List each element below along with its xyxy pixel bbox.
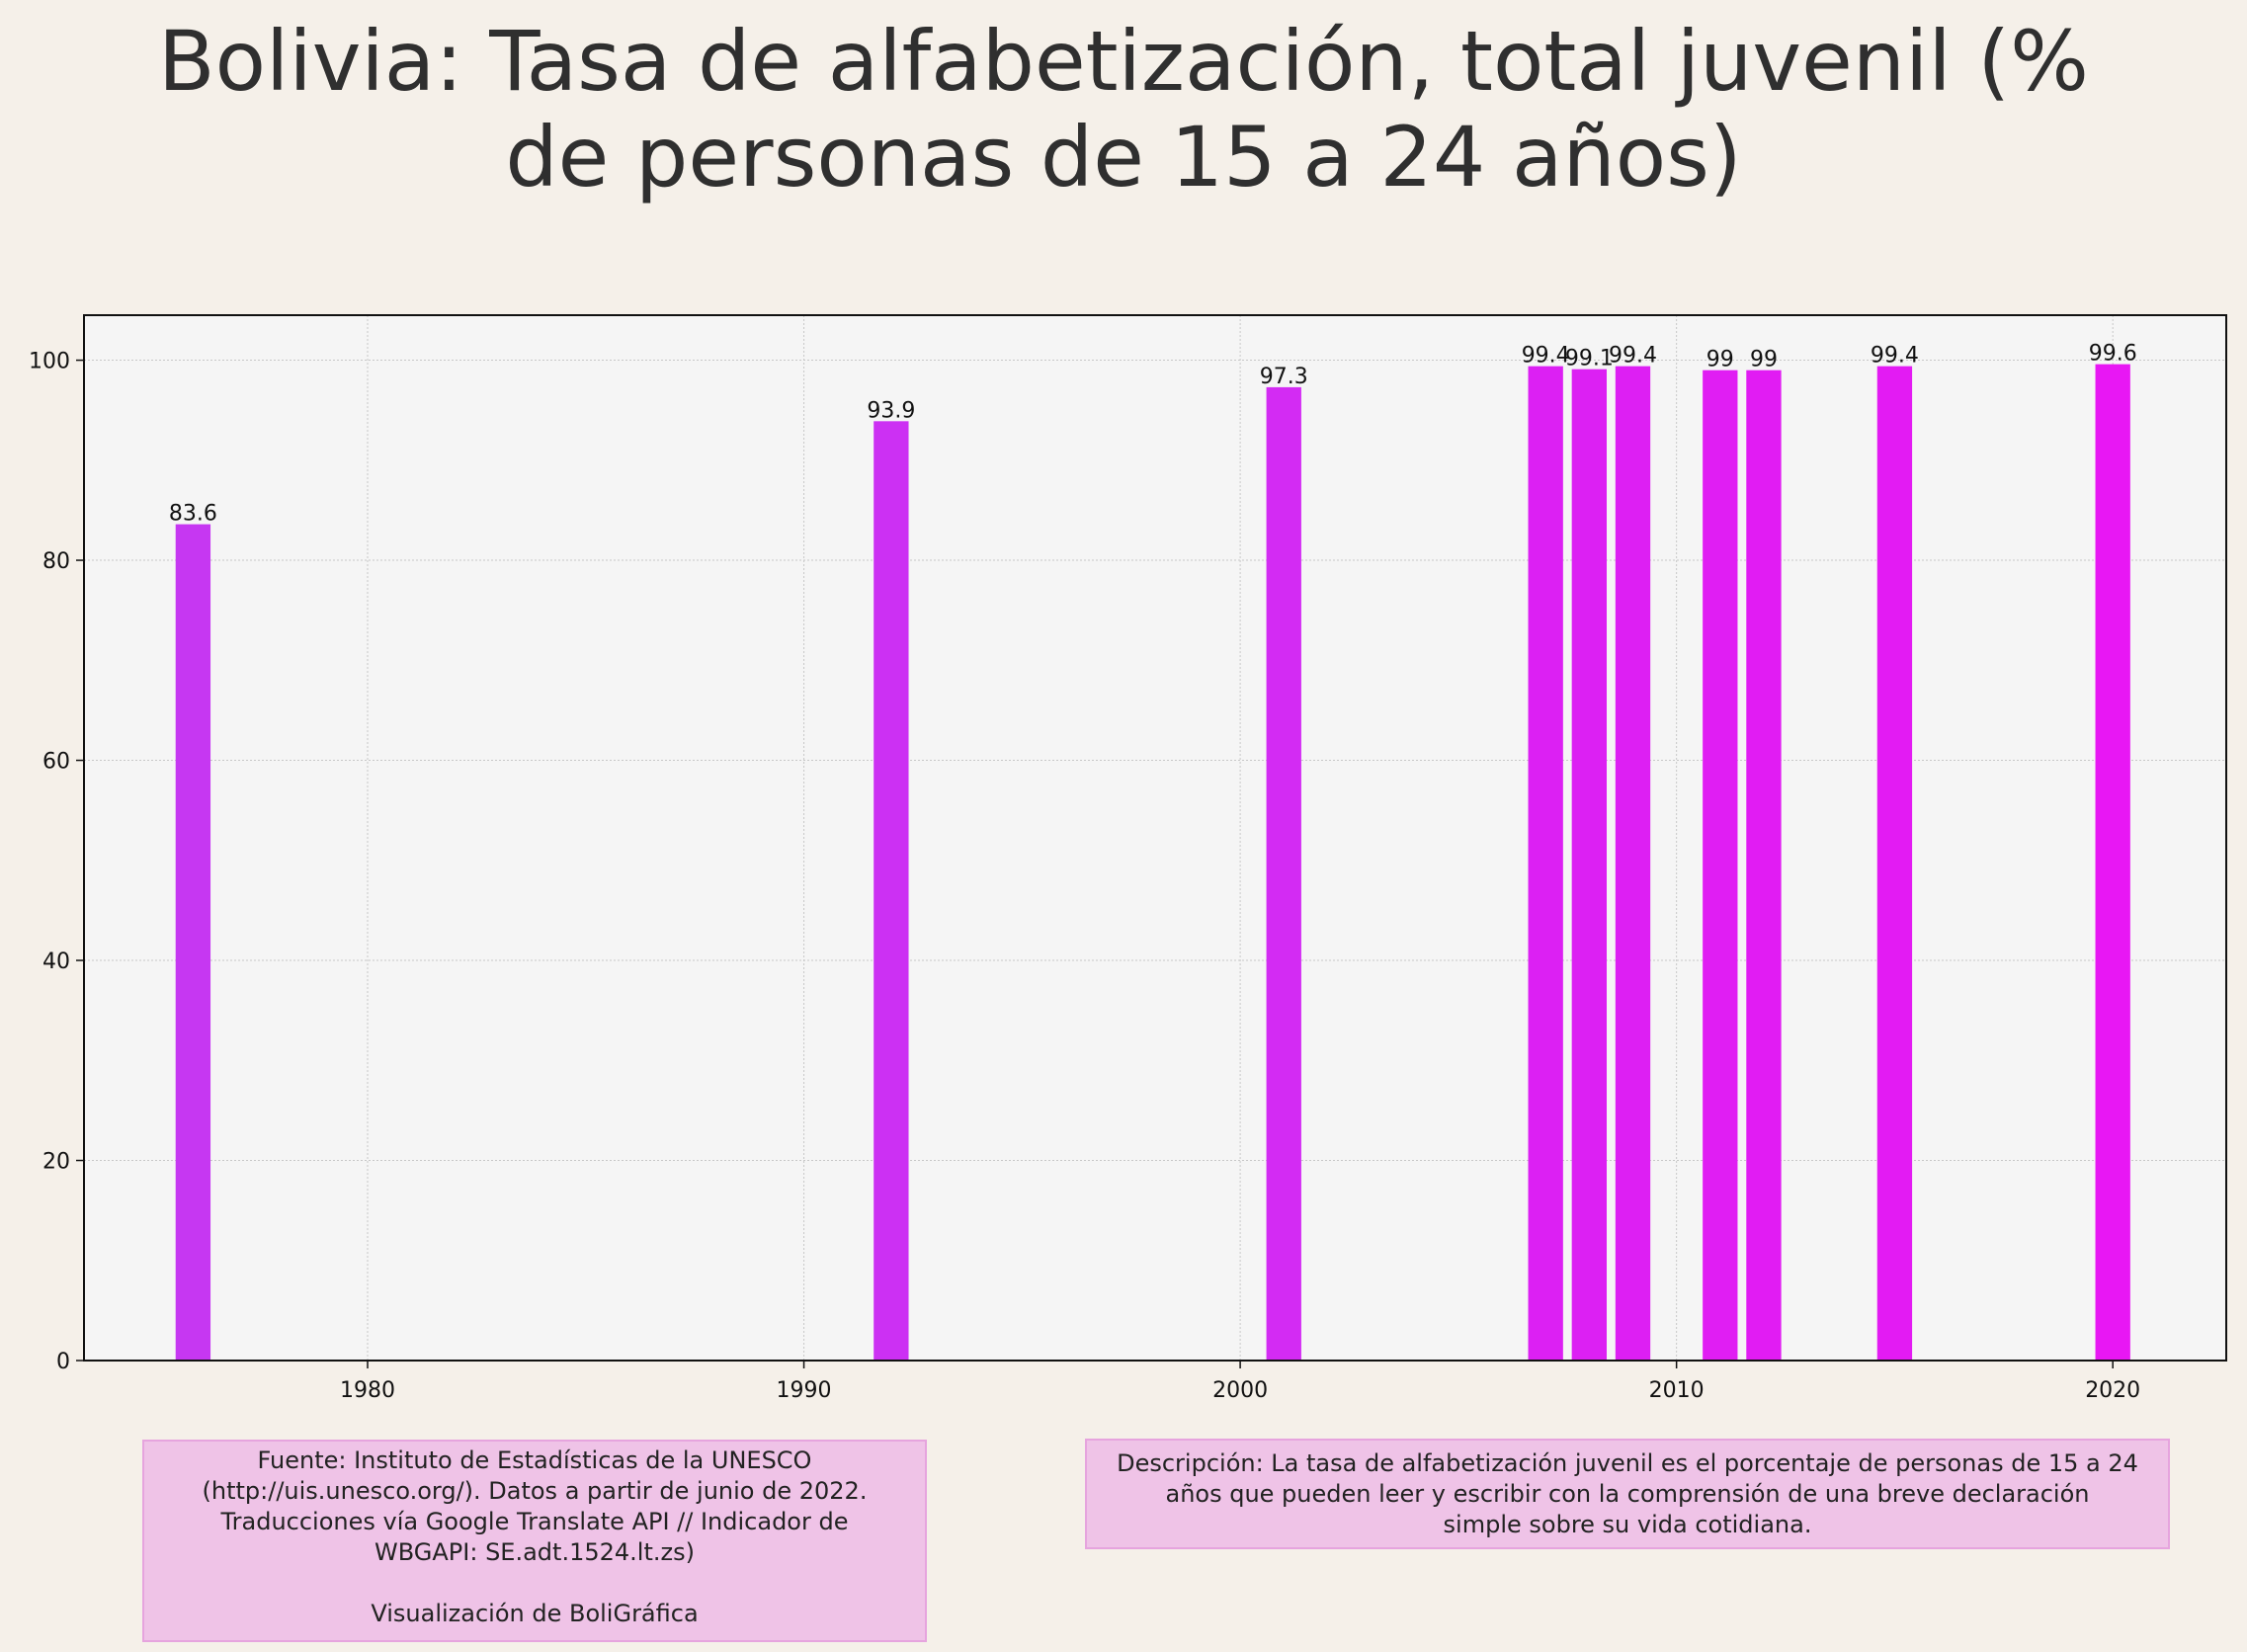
bar-2008 [1571,369,1608,1362]
x-tick-label-1980: 1980 [340,1378,395,1403]
data-label-2001: 97.3 [1260,365,1308,389]
y-tick-label-0: 0 [56,1350,70,1374]
source-line-2: (http://uis.unesco.org/). Datos a partir… [202,1477,868,1505]
data-label-2020: 99.6 [2089,342,2137,367]
bar-2015 [1876,366,1913,1361]
chart-title-line-2: de personas de 15 a 24 años) [505,109,1742,206]
source-line-1: Fuente: Instituto de Estadísticas de la … [257,1446,812,1474]
source-note: Fuente: Instituto de Estadísticas de la … [142,1440,927,1642]
bar-2012 [1746,370,1782,1361]
data-label-2011: 99 [1706,348,1734,372]
description-line-2: años que pueden leer y escribir con la c… [1165,1480,2090,1508]
plot-area [84,315,2226,1361]
chart-title: Bolivia: Tasa de alfabetización, total j… [0,13,2247,206]
x-tick-label-2020: 2020 [2085,1378,2140,1403]
data-label-1976: 83.6 [169,502,217,527]
data-label-2008: 99.1 [1565,347,1614,372]
y-tick-label-40: 40 [42,950,70,974]
bar-2020 [2095,364,2130,1361]
data-labels: 83.693.997.399.499.199.4 99 99 99.4 99.6 [169,342,2137,527]
bars [175,364,2130,1362]
bar-2001 [1266,386,1301,1361]
bar-2011 [1703,370,1738,1361]
description-note: Descripción: La tasa de alfabetización j… [1085,1439,2170,1549]
x-tick-label-1990: 1990 [777,1378,832,1403]
bar-2007 [1528,366,1563,1361]
source-line-4: WBGAPI: SE.adt.1524.lt.zs) [374,1538,695,1566]
data-label-2012: 99 [1750,348,1778,372]
y-tick-label-80: 80 [42,549,70,574]
chart-title-line-1: Bolivia: Tasa de alfabetización, total j… [158,13,2089,110]
plot-frame [83,314,2227,1362]
bar-1976 [175,524,211,1361]
y-tick-label-60: 60 [42,750,70,775]
x-tick-label-2010: 2010 [1649,1378,1705,1403]
x-tick-label-2000: 2000 [1212,1378,1268,1403]
data-label-2009: 99.4 [1609,344,1657,369]
data-label-2007: 99.4 [1522,344,1570,369]
y-tick-label-100: 100 [29,350,70,374]
source-line-3: Traducciones vía Google Translate API //… [220,1508,849,1535]
axis-ticks: 1980 1990 2000 2010 2020 0 20 40 60 80 100 [29,350,2140,1403]
data-label-2015: 99.4 [1871,344,1919,369]
bar-2009 [1615,366,1651,1361]
credit-line: Visualización de BoliGráfica [371,1600,699,1627]
description-line-3: simple sobre su vida cotidiana. [1443,1511,1812,1538]
y-tick-label-20: 20 [42,1150,70,1175]
description-line-1: Descripción: La tasa de alfabetización j… [1117,1449,2138,1477]
data-label-1992: 93.9 [867,398,915,423]
bar-1992 [874,421,909,1361]
